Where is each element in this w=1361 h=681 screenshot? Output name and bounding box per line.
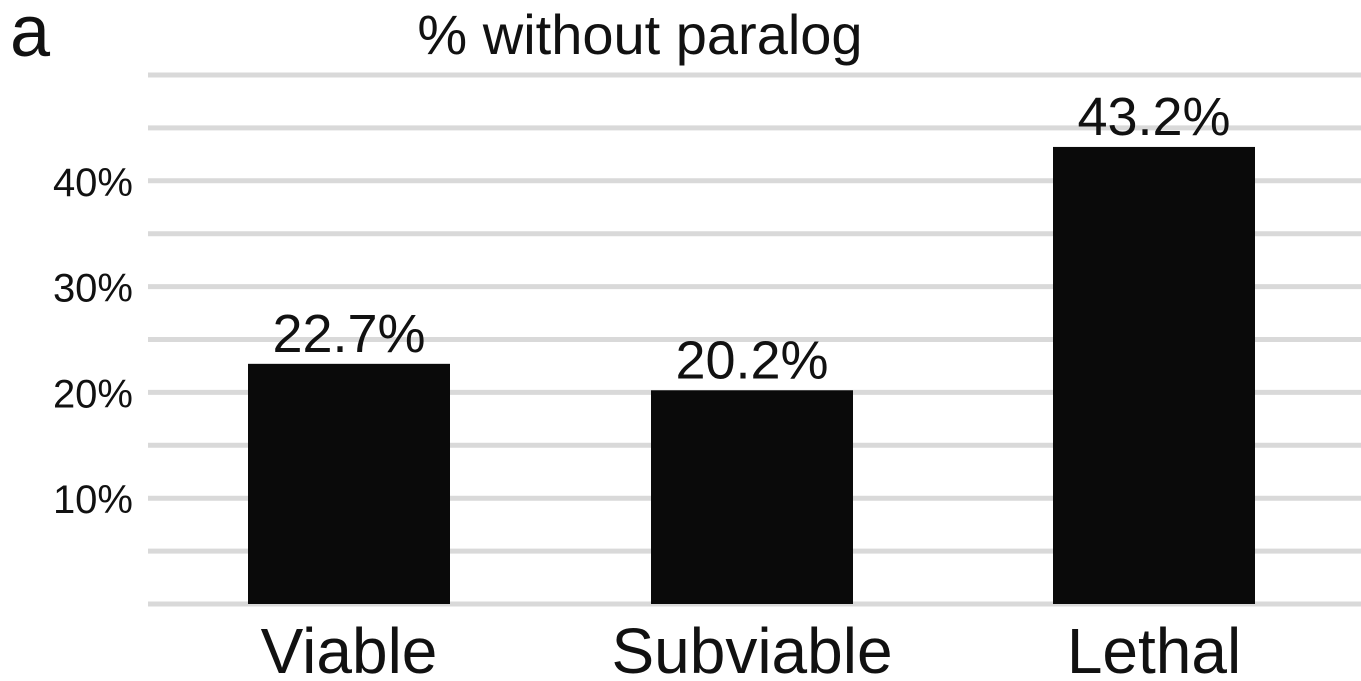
data-labels: 22.7% 20.2% 43.2% (272, 87, 1230, 390)
x-tick-label-lethal: Lethal (1067, 615, 1241, 681)
x-tick-label-viable: Viable (261, 615, 438, 681)
y-tick-label: 40% (53, 161, 133, 205)
chart-title: % without paralog (417, 3, 863, 66)
data-label-viable: 22.7% (272, 304, 425, 364)
bar-viable (248, 363, 450, 604)
y-tick-label: 20% (53, 372, 133, 416)
bars (248, 146, 1255, 604)
y-axis-ticks: 10% 20% 30% 40% (53, 161, 133, 522)
data-label-lethal: 43.2% (1077, 87, 1230, 147)
bar-lethal (1053, 146, 1255, 604)
data-label-subviable: 20.2% (675, 330, 828, 390)
panel-label: a (10, 0, 51, 72)
y-tick-label: 30% (53, 267, 133, 311)
y-tick-label: 10% (53, 478, 133, 522)
bar-subviable (651, 390, 853, 604)
x-axis-ticks: Viable Subviable Lethal (261, 615, 1242, 681)
x-tick-label-subviable: Subviable (611, 615, 892, 681)
